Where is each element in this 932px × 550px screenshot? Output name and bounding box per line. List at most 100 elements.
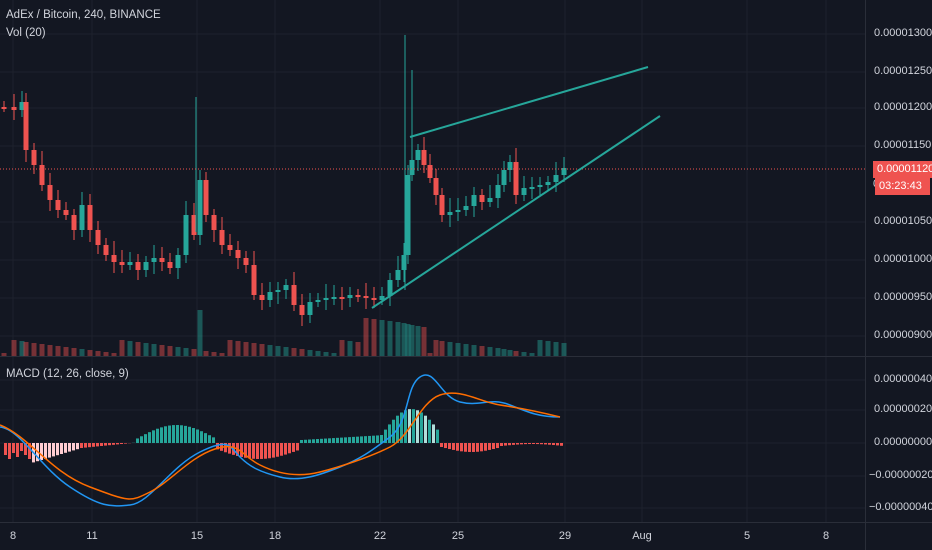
- macd-histogram-bar: [336, 437, 339, 443]
- volume-bar: [1, 353, 7, 356]
- volume-bar: [39, 344, 45, 356]
- volume-bar: [405, 324, 411, 356]
- macd-histogram-bar: [252, 443, 255, 459]
- macd-histogram-bar: [284, 443, 287, 455]
- volume-bar: [63, 347, 69, 356]
- volume-bar: [211, 352, 217, 356]
- volume-indicator-label[interactable]: Vol (20): [6, 27, 46, 39]
- macd-label[interactable]: MACD (12, 26, close, 9): [6, 368, 129, 380]
- volume-bar: [79, 349, 85, 356]
- candle-body: [379, 296, 385, 300]
- candle-body: [135, 262, 141, 270]
- volume-bar: [167, 346, 173, 356]
- candle-body: [23, 102, 29, 150]
- price-chart[interactable]: [0, 0, 865, 356]
- volume-bar: [119, 340, 125, 356]
- macd-histogram-bar: [96, 443, 99, 447]
- candle-body: [439, 195, 445, 215]
- macd-histogram-bar: [424, 415, 427, 443]
- candle-body: [421, 150, 427, 165]
- macd-histogram-bar: [204, 433, 207, 443]
- macd-histogram-bar: [504, 443, 507, 446]
- candle-body: [513, 162, 519, 195]
- candle-body: [19, 102, 25, 110]
- countdown-badge: 03:23:43: [875, 178, 930, 195]
- candle-body: [487, 198, 493, 202]
- candle-body: [197, 180, 203, 235]
- candle-body: [159, 258, 165, 262]
- macd-histogram-bar: [112, 443, 115, 445]
- macd-histogram-bar: [360, 436, 363, 443]
- volume-bar: [395, 322, 401, 356]
- volume-bar: [315, 351, 321, 356]
- macd-histogram-bar: [256, 443, 259, 459]
- volume-bar: [291, 348, 297, 356]
- volume-bar: [23, 342, 29, 356]
- candle-body: [405, 175, 411, 255]
- volume-bar: [159, 345, 165, 356]
- volume-bar: [127, 341, 133, 356]
- candle-body: [47, 185, 53, 200]
- volume-bar: [135, 342, 141, 356]
- macd-histogram-bar: [144, 434, 147, 443]
- symbol-title[interactable]: AdEx / Bitcoin, 240, BINANCE: [6, 9, 161, 21]
- macd-histogram-bar: [440, 443, 443, 447]
- macd-pane[interactable]: MACD (12, 26, close, 9): [0, 357, 865, 522]
- macd-histogram-bar: [152, 430, 155, 443]
- candle-body: [71, 215, 77, 230]
- candle-body: [323, 298, 329, 300]
- macd-histogram-bar: [532, 443, 535, 445]
- macd-histogram-bar: [444, 443, 447, 449]
- macd-histogram-bar: [12, 443, 15, 453]
- candle-body: [1, 107, 7, 109]
- candle-body: [127, 262, 133, 265]
- candle-body: [259, 295, 265, 300]
- candle-body: [191, 215, 197, 235]
- candle-body: [203, 180, 209, 215]
- macd-histogram-bar: [476, 443, 479, 452]
- candle-body: [283, 285, 289, 290]
- volume-bar: [203, 351, 209, 356]
- macd-tick-label: 0.00000000: [874, 436, 932, 448]
- macd-histogram-bar: [268, 443, 271, 459]
- volume-bar: [243, 342, 249, 356]
- volume-bar: [183, 348, 189, 356]
- macd-histogram-bar: [516, 443, 519, 445]
- candle-body: [479, 195, 485, 202]
- signal-line: [0, 392, 561, 500]
- candle-body: [235, 250, 241, 258]
- macd-histogram-bar: [100, 443, 103, 446]
- time-tick-label: 22: [373, 530, 387, 542]
- volume-bar: [487, 347, 493, 356]
- macd-histogram-bar: [448, 443, 451, 450]
- macd-histogram-bar: [556, 443, 559, 446]
- macd-histogram-bar: [20, 443, 23, 451]
- candle-body: [219, 230, 225, 245]
- macd-histogram-bar: [120, 443, 123, 444]
- macd-histogram-bar: [488, 443, 491, 450]
- volume-bar: [455, 343, 461, 356]
- macd-histogram-bar: [380, 435, 383, 443]
- candle-body: [243, 258, 249, 265]
- macd-chart[interactable]: [0, 357, 865, 522]
- candle-body: [111, 255, 117, 262]
- macd-histogram-bar: [364, 436, 367, 443]
- pane-divider[interactable]: [0, 356, 932, 357]
- candle-body: [87, 205, 93, 230]
- macd-histogram-bar: [40, 443, 43, 460]
- lower-trendline: [371, 115, 661, 309]
- candle-body: [267, 292, 273, 300]
- price-tick-label: 0.00001250: [874, 65, 932, 77]
- macd-histogram-bar: [356, 436, 359, 443]
- macd-histogram-bar: [288, 443, 291, 454]
- candle-body: [561, 168, 567, 175]
- macd-histogram-bar: [492, 443, 495, 450]
- price-pane[interactable]: AdEx / Bitcoin, 240, BINANCE Vol (20): [0, 0, 865, 356]
- macd-histogram-bar: [200, 431, 203, 443]
- volume-bar: [537, 340, 543, 356]
- volume-bar: [175, 347, 181, 356]
- price-tick-label: 0.00001300: [874, 27, 932, 39]
- price-tick-label: 0.00001150: [874, 139, 932, 151]
- macd-histogram-bar: [500, 443, 503, 446]
- candle-body: [507, 162, 513, 170]
